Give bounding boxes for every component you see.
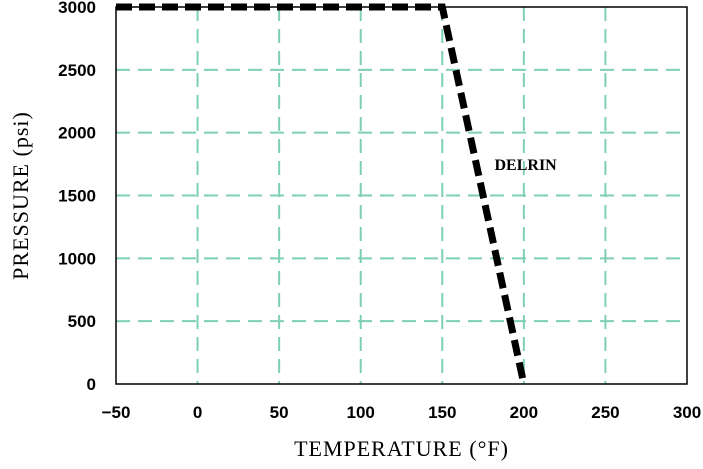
- series-label: DELRIN: [494, 157, 557, 174]
- y-tick-label: 500: [68, 312, 96, 331]
- x-tick-label: 300: [673, 403, 701, 422]
- x-tick-label: −50: [102, 403, 131, 422]
- y-tick-labels: 0 500 1000 1500 2000 2500 3000: [58, 0, 96, 394]
- x-axis-title: TEMPERATURE (°F): [294, 436, 509, 461]
- x-tick-label: 200: [510, 403, 538, 422]
- y-tick-label: 2000: [58, 124, 96, 143]
- x-tick-label: 250: [591, 403, 619, 422]
- y-axis-title: PRESSURE (psi): [8, 111, 33, 280]
- y-tick-label: 3000: [58, 0, 96, 17]
- y-tick-label: 2500: [58, 61, 96, 80]
- annotation-layer: DELRIN: [494, 157, 557, 174]
- x-tick-label: 100: [347, 403, 375, 422]
- x-tick-label: 0: [193, 403, 202, 422]
- x-tick-labels: −50 0 50 100 150 200 250 300: [102, 403, 702, 422]
- y-tick-label: 1500: [58, 187, 96, 206]
- grid-layer: [116, 7, 687, 384]
- y-tick-label: 0: [87, 375, 96, 394]
- plot-frame: [115, 6, 688, 385]
- x-tick-label: 50: [270, 403, 289, 422]
- y-tick-label: 1000: [58, 249, 96, 268]
- x-tick-label: 150: [428, 403, 456, 422]
